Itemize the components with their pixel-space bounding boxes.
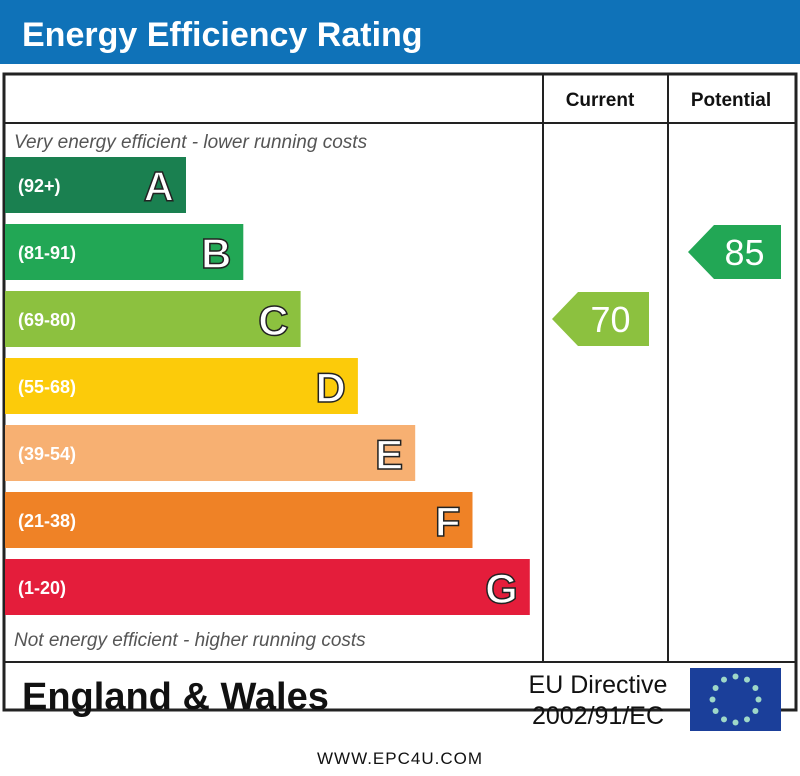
flag-star: [755, 696, 762, 703]
flag-star: [732, 719, 739, 726]
column-header-current: Current: [566, 90, 635, 111]
band-bar-e: [5, 425, 416, 481]
current-rating-arrow: [552, 292, 649, 346]
website-label: WWW.EPC4U.COM: [317, 749, 483, 768]
flag-star: [721, 676, 727, 683]
band-letter-a: A: [144, 163, 174, 210]
band-bar-a: [5, 157, 186, 213]
band-range-f: (21-38): [18, 511, 76, 531]
top-note: Very energy efficient - lower running co…: [14, 132, 368, 153]
flag-star: [721, 716, 727, 723]
flag-star: [712, 685, 719, 691]
band-letter-d: D: [316, 364, 346, 411]
band-bar-c: [5, 291, 301, 347]
band-letter-e: E: [375, 431, 403, 478]
current-rating-value: 70: [590, 299, 630, 340]
flag-star: [744, 676, 750, 683]
band-letter-b: B: [201, 230, 231, 277]
band-range-d: (55-68): [18, 377, 76, 397]
title-banner: [0, 0, 800, 64]
region-label: England & Wales: [22, 676, 329, 718]
band-letter-g: G: [485, 565, 518, 612]
band-letter-c: C: [258, 297, 288, 344]
band-bar-f: [5, 492, 473, 548]
band-range-e: (39-54): [18, 444, 76, 464]
directive-label: EU Directive: [529, 671, 668, 699]
band-range-b: (81-91): [18, 243, 76, 263]
band-bar-b: [5, 224, 244, 280]
band-range-c: (69-80): [18, 310, 76, 330]
flag-star: [752, 708, 759, 714]
flag-star: [709, 696, 716, 703]
band-bar-d: [5, 358, 358, 414]
band-range-a: (92+): [18, 176, 61, 196]
flag-star: [752, 685, 759, 691]
flag-star: [732, 673, 739, 680]
column-header-potential: Potential: [691, 90, 771, 111]
flag-star: [712, 708, 719, 714]
bottom-note: Not energy efficient - higher running co…: [14, 630, 366, 651]
directive-number: 2002/91/EC: [532, 702, 664, 730]
band-range-g: (1-20): [18, 578, 66, 598]
flag-star: [744, 716, 750, 723]
band-bar-g: [5, 559, 530, 615]
potential-rating-value: 85: [724, 232, 764, 273]
band-letter-f: F: [435, 498, 461, 545]
chart-title: Energy Efficiency Rating: [22, 16, 423, 54]
potential-rating-arrow: [688, 225, 781, 279]
eu-flag-icon: [690, 668, 781, 731]
